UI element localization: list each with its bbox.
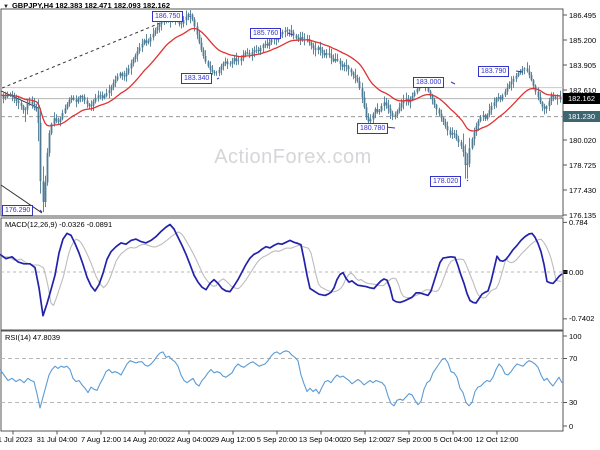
macd-main-line bbox=[0, 223, 563, 317]
price-axis-label: 186.495 bbox=[569, 10, 597, 20]
time-axis-label: 5 Oct 04:00 bbox=[433, 435, 473, 444]
callout-connector bbox=[39, 209, 43, 213]
rsi-axis-label: 30 bbox=[569, 398, 578, 407]
price-axis-label: 185.200 bbox=[569, 35, 597, 45]
price-axis-label: 180.020 bbox=[569, 135, 597, 145]
panel-border bbox=[0, 217, 564, 331]
time-axis-label: 14 Aug 20:00 bbox=[122, 435, 168, 444]
trendline bbox=[1, 18, 171, 89]
price-callout: 176.290 bbox=[2, 205, 34, 216]
time-axis-label: 29 Aug 12:00 bbox=[210, 435, 256, 444]
time-axis-label: 20 Sep 12:00 bbox=[342, 435, 388, 444]
price-callout: 180.780 bbox=[357, 123, 389, 134]
level-price-tag: 181.230 bbox=[563, 111, 600, 123]
moving-average-line bbox=[0, 27, 562, 132]
price-callout: 185.760 bbox=[250, 28, 282, 39]
time-axis-label: 31 Jul 04:00 bbox=[36, 435, 78, 444]
rsi-axis-label: 100 bbox=[569, 331, 582, 341]
candlestick-bodies bbox=[2, 14, 562, 202]
time-axis-label: 12 Oct 12:00 bbox=[475, 435, 519, 444]
symbol-title: ▼ GBPJPY,H4 182.383 182.471 182.093 182.1… bbox=[3, 1, 170, 10]
time-axis-label: 27 Sep 20:00 bbox=[386, 435, 432, 444]
price-callout: 183.790 bbox=[478, 66, 510, 77]
callout-connector bbox=[450, 81, 456, 85]
dropdown-icon: ▼ bbox=[3, 4, 9, 10]
price-axis-label: 176.135 bbox=[569, 210, 597, 220]
price-axis-label: 182.610 bbox=[569, 85, 597, 95]
time-axis-label: 21 Jul 2023 bbox=[0, 435, 33, 444]
panel-border bbox=[0, 330, 564, 432]
trendline bbox=[0, 184, 43, 214]
macd-signal-line bbox=[1, 231, 562, 307]
current-price-tag: 182.162 bbox=[563, 93, 600, 105]
time-axis-label: 22 Aug 04:00 bbox=[166, 435, 212, 444]
rsi-axis-label: 70 bbox=[569, 354, 578, 363]
time-axis-label: 13 Sep 04:00 bbox=[298, 435, 344, 444]
macd-axis-label: 0.784 bbox=[569, 217, 588, 227]
price-callout: 183.340 bbox=[181, 73, 213, 84]
price-axis-label: 177.430 bbox=[569, 185, 597, 195]
rsi-indicator-label: RSI(14) 47.8039 bbox=[5, 333, 61, 342]
price-callout: 178.020 bbox=[430, 176, 462, 187]
symbol-title-text: GBPJPY,H4 182.383 182.471 182.093 182.16… bbox=[11, 1, 170, 10]
watermark: ActionForex.com bbox=[214, 146, 372, 168]
price-axis-label: 178.725 bbox=[569, 160, 597, 170]
rsi-line bbox=[0, 350, 563, 409]
callout-connector bbox=[515, 70, 524, 73]
panel-border bbox=[0, 8, 564, 217]
callout-connector bbox=[466, 179, 469, 182]
macd-axis-label: 0.00 bbox=[569, 267, 584, 277]
time-axis-label: 5 Sep 20:00 bbox=[256, 435, 298, 444]
macd-axis-label: -0.7402 bbox=[569, 314, 595, 324]
callout-connector bbox=[287, 32, 294, 36]
macd-indicator-label: MACD(12,26,9) -0.0326 -0.0891 bbox=[5, 220, 113, 229]
candlestick-wicks bbox=[3, 10, 561, 212]
price-callout: 183.000 bbox=[413, 77, 445, 88]
callout-connector bbox=[216, 77, 220, 80]
price-axis-label: 183.905 bbox=[569, 60, 597, 70]
rsi-axis-label: 0 bbox=[569, 421, 574, 431]
time-axis-label: 7 Aug 12:00 bbox=[80, 435, 122, 444]
price-callout: 186.750 bbox=[152, 11, 184, 22]
